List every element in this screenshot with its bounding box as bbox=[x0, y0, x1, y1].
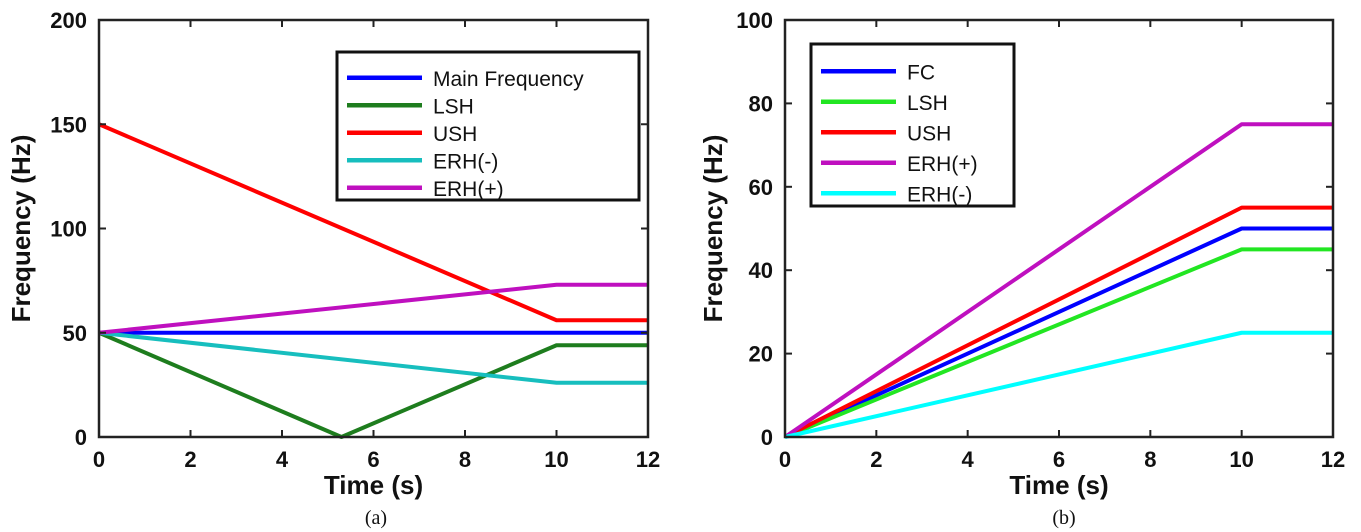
legend-label: LSH bbox=[433, 95, 474, 118]
x-tick-label: 6 bbox=[367, 447, 379, 472]
x-tick-label: 12 bbox=[636, 447, 660, 472]
legend-label: USH bbox=[907, 122, 951, 145]
x-tick-label: 6 bbox=[1053, 447, 1065, 472]
chart-a: 0 2 4 6 8 10 12 0 50 100 150 200 Time (s) Frequency (… bbox=[6, 8, 660, 529]
x-axis-label: Time (s) bbox=[324, 470, 423, 500]
series-line-ush bbox=[784, 205, 1333, 439]
legend-label: ERH(-) bbox=[433, 150, 498, 173]
chart-b: 0 2 4 6 8 10 12 0 20 40 60 80 100 Time (s) Frequency (… bbox=[698, 8, 1345, 529]
y-tick-label: 50 bbox=[63, 321, 87, 346]
series-line-lsh bbox=[98, 330, 648, 439]
legend-label: ERH(+) bbox=[907, 153, 978, 176]
x-tick-label: 0 bbox=[93, 447, 105, 472]
x-tick-label: 0 bbox=[779, 447, 791, 472]
y-tick-label: 100 bbox=[736, 8, 773, 33]
series-line-fc bbox=[784, 226, 1333, 439]
series-line-ush bbox=[98, 122, 648, 323]
y-tick-label: 80 bbox=[749, 91, 773, 116]
legend: FC LSH USH ERH(+) ERH(-) bbox=[809, 42, 1016, 208]
x-tick-label: 8 bbox=[459, 447, 471, 472]
series-line-lsh bbox=[784, 247, 1333, 439]
y-tick-label: 100 bbox=[50, 217, 87, 242]
chart-caption: (b) bbox=[1052, 507, 1075, 529]
legend-label: ERH(+) bbox=[433, 178, 504, 201]
x-tick-label: 10 bbox=[1229, 447, 1253, 472]
x-tick-label: 4 bbox=[276, 447, 289, 472]
x-tick-label: 2 bbox=[184, 447, 196, 472]
legend-label: LSH bbox=[907, 92, 948, 115]
y-tick-label: 60 bbox=[749, 175, 773, 200]
series-line-erh bbox=[98, 282, 648, 335]
y-axis-label: Frequency (Hz) bbox=[698, 135, 728, 323]
y-tick-label: 0 bbox=[761, 425, 773, 450]
legend-label: USH bbox=[433, 123, 477, 146]
x-tick-label: 10 bbox=[544, 447, 568, 472]
x-tick-label: 8 bbox=[1144, 447, 1156, 472]
chart-caption: (a) bbox=[365, 507, 387, 529]
y-axis-label: Frequency (Hz) bbox=[6, 135, 36, 323]
x-tick-label: 12 bbox=[1321, 447, 1345, 472]
x-tick-label: 4 bbox=[962, 447, 975, 472]
legend-label: Main Frequency bbox=[433, 68, 584, 91]
legend: Main Frequency LSH USH ERH(-) ERH(+) bbox=[335, 50, 641, 202]
legend-label: FC bbox=[907, 61, 935, 84]
x-tick-label: 2 bbox=[870, 447, 882, 472]
y-tick-label: 150 bbox=[50, 112, 87, 137]
y-tick-label: 20 bbox=[749, 342, 773, 367]
legend-label: ERH(-) bbox=[907, 183, 972, 206]
y-tick-label: 40 bbox=[749, 258, 773, 283]
y-tick-label: 200 bbox=[50, 8, 87, 33]
series-line-erh bbox=[98, 330, 648, 385]
series-line-erh bbox=[783, 122, 1333, 439]
x-axis-label: Time (s) bbox=[1009, 470, 1108, 500]
series-line-erh bbox=[784, 330, 1333, 439]
y-tick-label: 0 bbox=[75, 425, 87, 450]
